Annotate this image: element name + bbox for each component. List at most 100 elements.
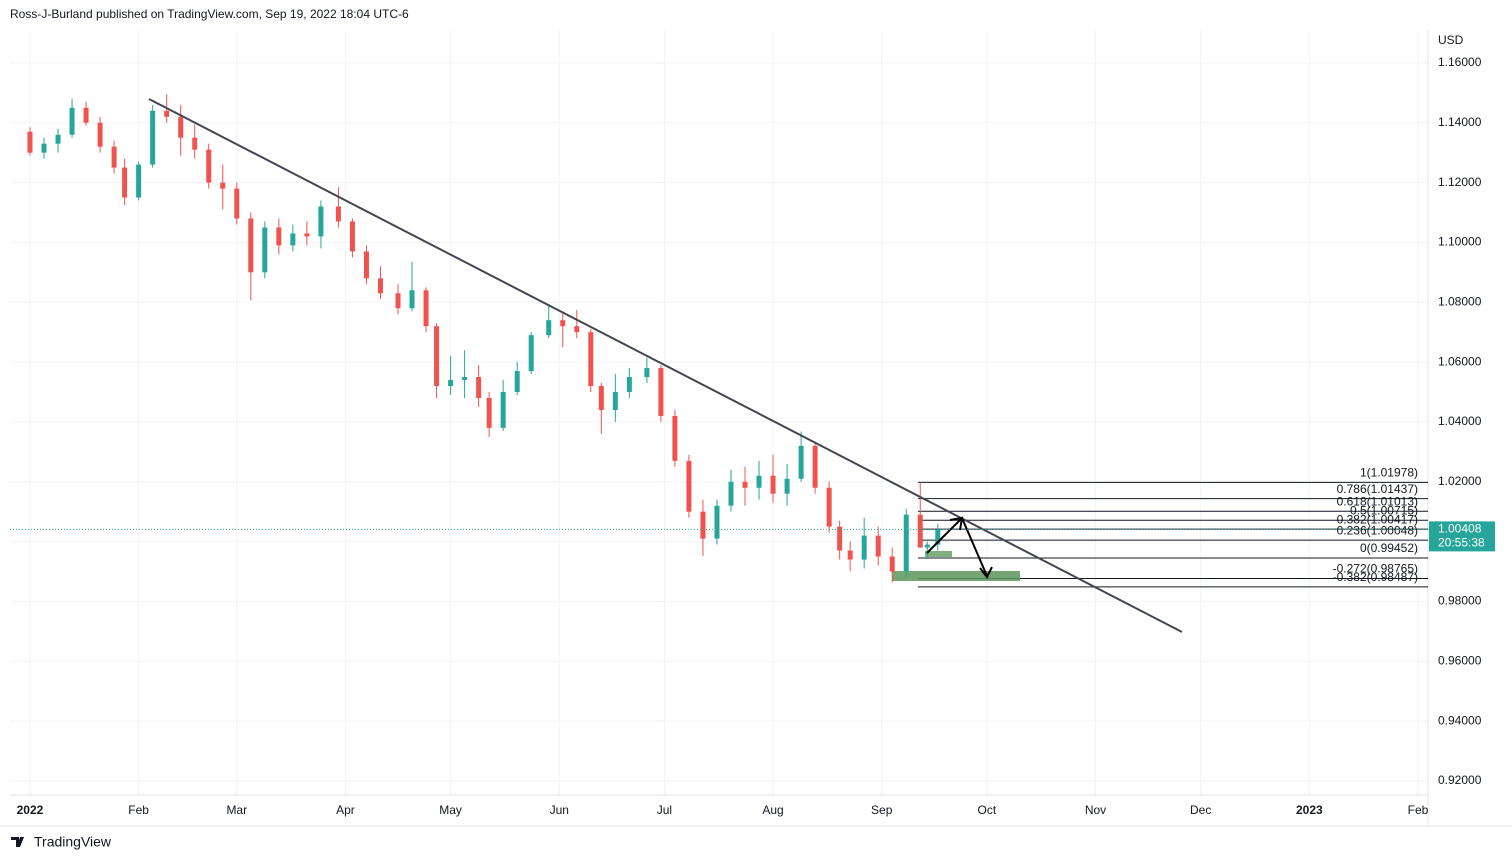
countdown: 20:55:38 [1438,536,1485,550]
candle-body [192,137,198,150]
fib-label: -0.382(0.98487) [1333,570,1418,584]
candle-body [178,116,184,138]
candle-body [612,392,618,410]
x-tick-label: Mar [226,803,247,817]
candle-body [462,377,468,381]
candle-body [742,481,748,488]
x-tick-label: Jul [657,803,672,817]
candle-body [434,326,440,387]
candle-body [335,206,341,222]
candle-body [248,218,254,273]
fib-label: 1(1.01978) [1360,466,1418,480]
candle-body [409,290,415,309]
candle-body [875,535,881,557]
y-tick-label: 1.14000 [1438,115,1482,129]
y-tick-label: 0.96000 [1438,653,1482,667]
candle-body [728,481,734,506]
brand: TradingView [11,834,112,850]
candle-body [83,107,89,123]
y-tick-label: 1.04000 [1438,414,1482,428]
candle-body [903,514,909,572]
candle-body [111,146,117,168]
fib-retracement: 1(1.01978)0.786(1.01437)0.618(1.01013)0.… [918,466,1428,588]
y-tick-label: 0.98000 [1438,594,1482,608]
candle-body [917,514,923,548]
y-tick-label: 0.92000 [1438,773,1482,787]
candle-body [672,415,678,461]
fib-label: 0.618(1.01013) [1337,494,1418,508]
x-tick-label: 2023 [1296,803,1323,817]
candle-body [700,511,706,539]
last-price-label: 1.00408 [1438,522,1482,536]
x-tick-label: Feb [1408,803,1429,817]
y-tick-label: 1.06000 [1438,354,1482,368]
candle-body [644,368,650,378]
grid [10,30,1428,795]
candle-body [290,233,296,246]
brand-logo [11,837,24,847]
x-tick-label: 2022 [17,803,44,817]
candle-body [486,397,492,428]
y-axis-label: USD [1438,33,1464,47]
candle-body [262,227,268,273]
arrow-head [949,516,964,531]
candle-body [935,529,941,545]
candle-body [812,445,818,488]
candle-body [598,386,604,410]
x-tick-label: Apr [336,803,355,817]
zone-target [892,571,1020,581]
candle-body [122,167,128,198]
x-tick-label: Oct [978,803,997,817]
y-tick-label: 1.16000 [1438,55,1482,69]
candle-body [756,475,762,488]
candle-body [164,110,170,117]
candle-body [574,326,580,333]
candle-body [826,487,832,527]
candle-body [136,164,142,198]
candle-body [27,131,33,153]
candle-body [377,278,383,294]
candle-body [546,320,552,336]
candle-body [626,377,632,393]
candle-body [784,478,790,494]
candle-body [889,556,895,572]
y-tick-label: 1.12000 [1438,175,1482,189]
candle-body [560,320,566,327]
x-tick-label: Dec [1190,803,1211,817]
candle-body [514,371,520,393]
candle-body [924,544,930,548]
candle-body [770,475,776,494]
fib-label: 0.382(1.00417) [1337,512,1418,526]
candle-body [500,392,506,428]
candle-body [448,380,454,387]
x-tick-label: Aug [762,803,783,817]
fib-label: -0.272(0.98765) [1333,562,1418,576]
y-tick-label: 1.08000 [1438,294,1482,308]
arrow-head [979,566,993,579]
candle-body [349,221,355,252]
candles [27,94,941,583]
y-tick-label: 1.02000 [1438,474,1482,488]
x-tick-label: Sep [871,803,893,817]
candle-body [395,293,401,309]
fib-label: 0(0.99452) [1360,541,1418,555]
candle-body [588,332,594,387]
candle-body [686,460,692,512]
candle-body [847,550,853,560]
candle-body [150,110,156,165]
y-tick-label: 1.10000 [1438,235,1482,249]
candle-body [318,206,324,237]
candle-body [69,107,75,135]
fib-label: 0.5(1.00715) [1350,503,1418,517]
fib-label: 0.786(1.01437) [1337,482,1418,496]
candle-body [41,143,47,153]
candle-body [861,535,867,560]
candle-body [528,335,534,372]
zone-small [925,551,952,557]
candle-body [276,227,282,246]
candle-body [304,233,310,237]
candle-body [206,149,212,183]
fib-label: 0.236(1.00048) [1337,523,1418,537]
publish-info: Ross-J-Burland published on TradingView.… [10,7,409,21]
